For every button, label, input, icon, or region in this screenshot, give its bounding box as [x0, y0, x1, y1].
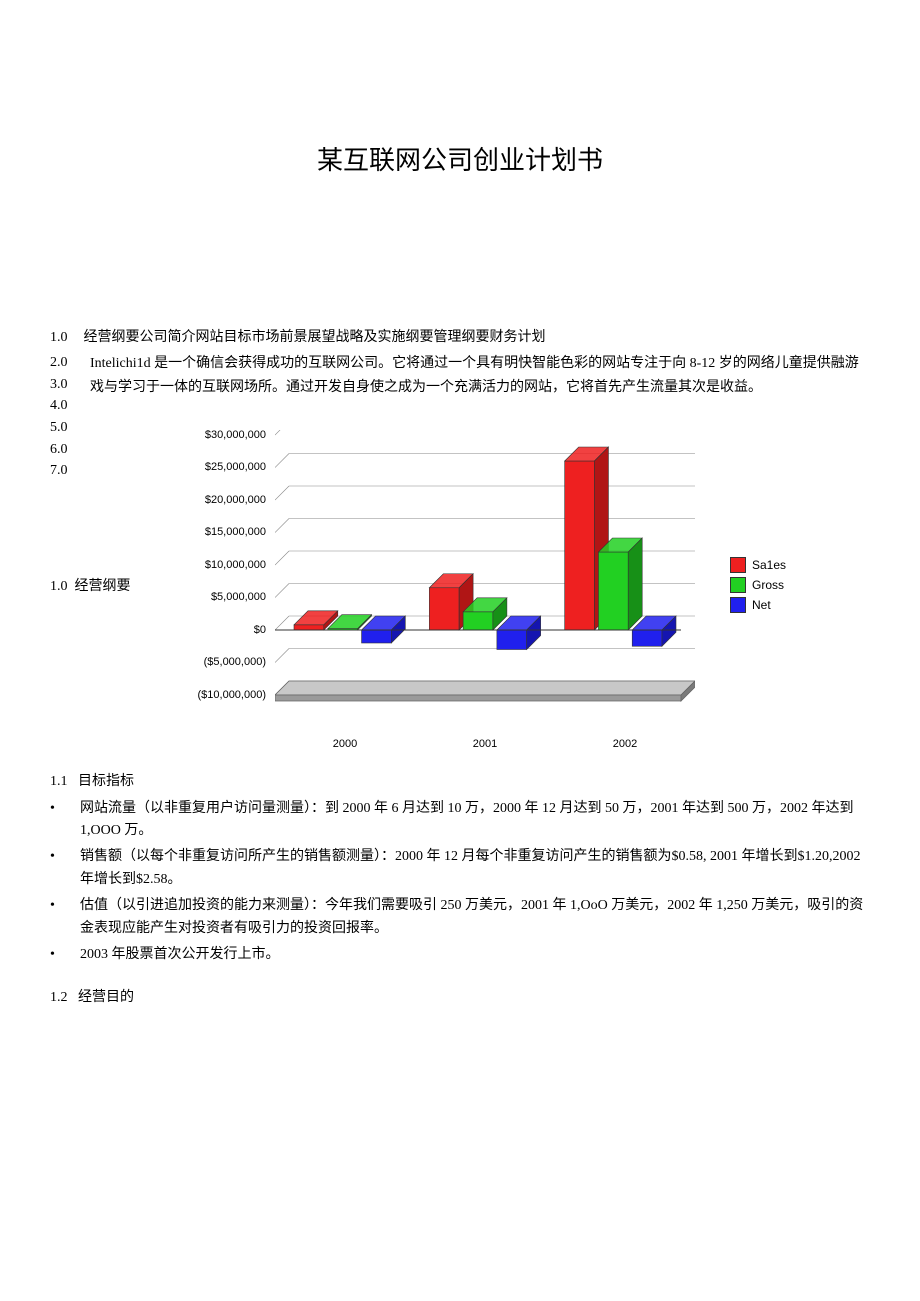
- bullet-marker: •: [50, 846, 80, 891]
- toc-side-num: 2.0: [50, 352, 68, 374]
- bullet-text: 网站流量（以非重复用户访问量测量）：到 2000 年 6 月达到 10 万，20…: [80, 798, 870, 843]
- bullet-marker: •: [50, 944, 80, 966]
- x-tick-label: 2002: [555, 738, 695, 750]
- x-tick-label: 2000: [275, 738, 415, 750]
- y-tick-label: $25,000,000: [205, 461, 266, 473]
- bar-chart: $30,000,000 $25,000,000 $20,000,000 $15,000…: [180, 420, 710, 750]
- legend-item: Net: [730, 597, 786, 613]
- chart-plot-area: [275, 430, 695, 720]
- chart-legend: Sa1es Gross Net: [730, 553, 786, 617]
- legend-swatch: [730, 597, 746, 613]
- chart-row: 1.0 经营纲要 $30,000,000 $25,000,000 $20,000,0…: [50, 420, 870, 750]
- bullet-item: •估值（以引进追加投资的能力来测量）：今年我们需要吸引 250 万美元，2001…: [50, 895, 870, 940]
- legend-label: Sa1es: [752, 558, 786, 572]
- y-tick-label: $10,000,000: [205, 559, 266, 571]
- toc-side-num: 7.0: [50, 460, 68, 482]
- legend-item: Gross: [730, 577, 786, 593]
- bullet-marker: •: [50, 895, 80, 940]
- y-tick-label: $0: [254, 624, 266, 636]
- section-11-label: 目标指标: [78, 774, 134, 789]
- section-12-label: 经营目的: [78, 990, 134, 1005]
- legend-swatch: [730, 577, 746, 593]
- legend-label: Net: [752, 598, 771, 612]
- y-tick-label: ($5,000,000): [204, 656, 266, 668]
- chart-x-axis: 200020012002: [275, 738, 695, 750]
- intro-paragraph: Intelichi1d 是一个确信会获得成功的互联网公司。它将通过一个具有明快智…: [90, 352, 870, 400]
- toc-text-1: 经营纲要公司简介网站目标市场前景展望战略及实施纲要管理纲要财务计划: [84, 330, 546, 345]
- bullet-marker: •: [50, 798, 80, 843]
- page-title: 某互联网公司创业计划书: [50, 140, 870, 177]
- bullet-item: •2003 年股票首次公开发行上市。: [50, 944, 870, 966]
- section-12-heading: 1.2 经营目的: [50, 986, 870, 1006]
- toc-side-num: 6.0: [50, 439, 68, 461]
- bullet-text: 2003 年股票首次公开发行上市。: [80, 944, 280, 966]
- toc-num-1: 1.0: [50, 327, 80, 348]
- y-tick-label: $20,000,000: [205, 494, 266, 506]
- bullet-item: •销售额（以每个非重复访问所产生的销售额测量）：2000 年 12 月每个非重复…: [50, 846, 870, 891]
- y-tick-label: $30,000,000: [205, 429, 266, 441]
- bullet-item: •网站流量（以非重复用户访问量测量）：到 2000 年 6 月达到 10 万，2…: [50, 798, 870, 843]
- legend-item: Sa1es: [730, 557, 786, 573]
- bullet-text: 销售额（以每个非重复访问所产生的销售额测量）：2000 年 12 月每个非重复访…: [80, 846, 870, 891]
- section-11-bullets: •网站流量（以非重复用户访问量测量）：到 2000 年 6 月达到 10 万，2…: [50, 798, 870, 967]
- section-1-heading: 1.0 经营纲要: [50, 575, 180, 595]
- bullet-text: 估值（以引进追加投资的能力来测量）：今年我们需要吸引 250 万美元，2001 …: [80, 895, 870, 940]
- legend-swatch: [730, 557, 746, 573]
- toc-side-num: 5.0: [50, 417, 68, 439]
- x-tick-label: 2001: [415, 738, 555, 750]
- section-12-num: 1.2: [50, 990, 68, 1005]
- chart-svg: [275, 430, 695, 720]
- section-11-heading: 1.1 目标指标: [50, 770, 870, 790]
- y-tick-label: ($10,000,000): [198, 689, 267, 701]
- section-1-num: 1.0: [50, 579, 68, 594]
- toc-side-num: 3.0: [50, 374, 68, 396]
- y-tick-label: $15,000,000: [205, 526, 266, 538]
- section-11-num: 1.1: [50, 774, 68, 789]
- toc-side-num: 4.0: [50, 395, 68, 417]
- toc-line-1: 1.0 经营纲要公司简介网站目标市场前景展望战略及实施纲要管理纲要财务计划: [50, 327, 870, 348]
- legend-label: Gross: [752, 578, 784, 592]
- toc-number-column: 2.03.04.05.06.07.0: [50, 352, 68, 482]
- intro-block: 2.03.04.05.06.07.0 Intelichi1d 是一个确信会获得成…: [50, 352, 870, 400]
- section-1-label: 经营纲要: [75, 579, 131, 594]
- y-tick-label: $5,000,000: [211, 591, 266, 603]
